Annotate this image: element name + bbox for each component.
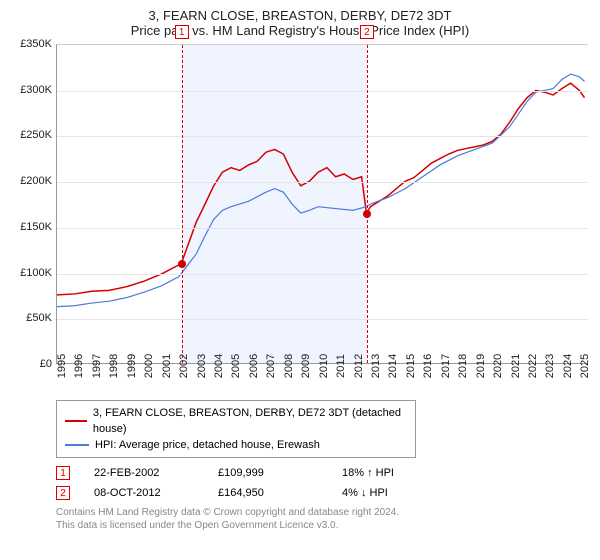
x-tick-label: 2023	[544, 354, 556, 378]
x-tick-label: 2007	[265, 354, 277, 378]
x-tick-label: 2000	[143, 354, 155, 378]
x-tick-label: 2004	[213, 354, 225, 378]
x-tick-label: 2008	[283, 354, 295, 378]
x-tick-label: 2025	[579, 354, 591, 378]
transaction-row: 1 22-FEB-2002 £109,999 18% ↑ HPI	[56, 466, 588, 480]
legend: 3, FEARN CLOSE, BREASTON, DERBY, DE72 3D…	[56, 400, 416, 458]
y-tick-label: £100K	[20, 267, 52, 279]
footnote-line: Contains HM Land Registry data © Crown c…	[56, 506, 588, 519]
transaction-hpi-diff: 4% ↓ HPI	[342, 487, 422, 499]
y-tick-label: £300K	[20, 84, 52, 96]
x-tick-label: 2018	[457, 354, 469, 378]
marker-line	[367, 45, 368, 363]
transaction-price: £109,999	[218, 467, 318, 479]
marker-label-box: 1	[175, 25, 189, 39]
x-tick-label: 1996	[73, 354, 85, 378]
x-tick-label: 1995	[56, 354, 68, 378]
x-tick-label: 2012	[353, 354, 365, 378]
x-tick-label: 2014	[387, 354, 399, 378]
y-tick-label: £50K	[26, 312, 52, 324]
x-tick-label: 2021	[510, 354, 522, 378]
transaction-date: 22-FEB-2002	[94, 467, 194, 479]
x-tick-label: 2013	[370, 354, 382, 378]
legend-label: HPI: Average price, detached house, Erew…	[95, 437, 320, 453]
legend-item: 3, FEARN CLOSE, BREASTON, DERBY, DE72 3D…	[65, 405, 407, 437]
y-axis: £0£50K£100K£150K£200K£250K£300K£350K	[12, 44, 56, 394]
transaction-marker: 2	[56, 486, 70, 500]
x-tick-label: 2024	[562, 354, 574, 378]
transaction-price: £164,950	[218, 487, 318, 499]
transactions-table: 1 22-FEB-2002 £109,999 18% ↑ HPI 2 08-OCT-201…	[56, 466, 588, 500]
transaction-row: 2 08-OCT-2012 £164,950 4% ↓ HPI	[56, 486, 588, 500]
chart-area: £0£50K£100K£150K£200K£250K£300K£350K 12 …	[12, 44, 588, 394]
chart-title-address: 3, FEARN CLOSE, BREASTON, DERBY, DE72 3D…	[12, 8, 588, 23]
gridline	[57, 136, 588, 137]
shaded-region	[182, 45, 367, 363]
y-tick-label: £200K	[20, 175, 52, 187]
x-tick-label: 2001	[161, 354, 173, 378]
x-tick-label: 2009	[300, 354, 312, 378]
gridline	[57, 274, 588, 275]
x-tick-label: 2003	[196, 354, 208, 378]
x-tick-label: 2002	[178, 354, 190, 378]
gridline	[57, 91, 588, 92]
footnote-line: This data is licensed under the Open Gov…	[56, 519, 588, 532]
marker-dot	[363, 210, 371, 218]
marker-dot	[178, 260, 186, 268]
x-tick-label: 2022	[527, 354, 539, 378]
x-tick-label: 2020	[492, 354, 504, 378]
marker-line	[182, 45, 183, 363]
y-tick-label: £250K	[20, 129, 52, 141]
x-tick-label: 2006	[248, 354, 260, 378]
plot-area: 12	[56, 44, 588, 364]
marker-label-box: 2	[360, 25, 374, 39]
x-tick-label: 1997	[91, 354, 103, 378]
gridline	[57, 228, 588, 229]
legend-label: 3, FEARN CLOSE, BREASTON, DERBY, DE72 3D…	[93, 405, 407, 437]
x-tick-label: 2010	[318, 354, 330, 378]
legend-swatch	[65, 420, 87, 422]
x-tick-label: 1999	[126, 354, 138, 378]
transaction-marker: 1	[56, 466, 70, 480]
legend-item: HPI: Average price, detached house, Erew…	[65, 437, 407, 453]
transaction-hpi-diff: 18% ↑ HPI	[342, 467, 422, 479]
x-tick-label: 2011	[335, 354, 347, 378]
x-tick-label: 2005	[230, 354, 242, 378]
y-tick-label: £150K	[20, 221, 52, 233]
chart-title-sub: Price paid vs. HM Land Registry's House …	[12, 23, 588, 38]
x-tick-label: 2015	[405, 354, 417, 378]
y-tick-label: £0	[40, 358, 52, 370]
x-tick-label: 2016	[422, 354, 434, 378]
x-tick-label: 2019	[475, 354, 487, 378]
footnote: Contains HM Land Registry data © Crown c…	[56, 506, 588, 532]
gridline	[57, 182, 588, 183]
y-tick-label: £350K	[20, 38, 52, 50]
x-axis: 1995199619971998199920002001200220032004…	[56, 364, 588, 394]
legend-swatch	[65, 444, 89, 446]
x-tick-label: 2017	[440, 354, 452, 378]
x-tick-label: 1998	[108, 354, 120, 378]
transaction-date: 08-OCT-2012	[94, 487, 194, 499]
gridline	[57, 319, 588, 320]
